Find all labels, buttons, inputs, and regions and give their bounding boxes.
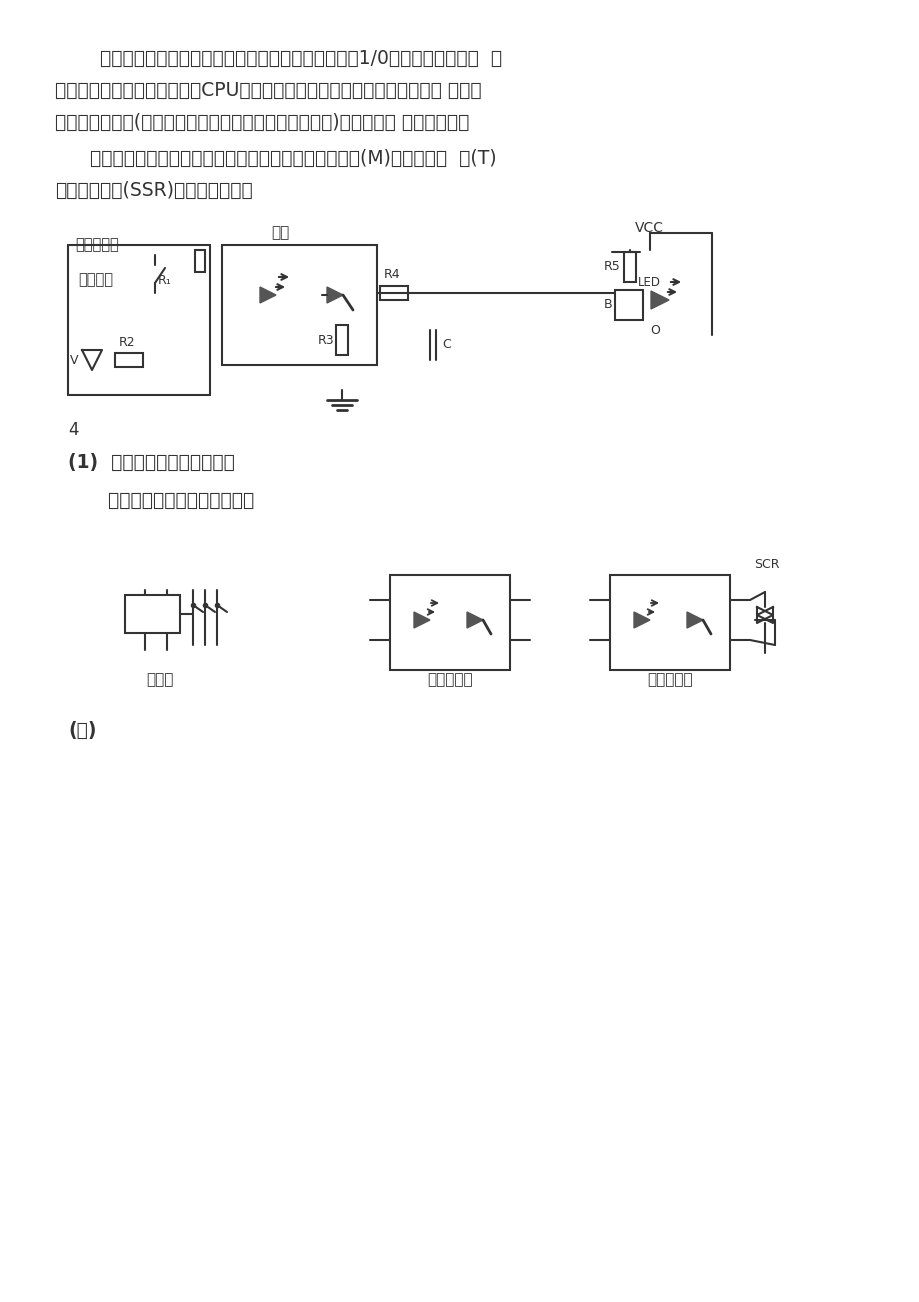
Bar <box>380 286 407 299</box>
Text: ．输出接口电路：可编程控制器的输出有：继电器输出(M)、晶体管输  出(T): ．输出接口电路：可编程控制器的输出有：继电器输出(M)、晶体管输 出(T) <box>90 148 496 168</box>
Bar <box>195 250 205 272</box>
Text: 继电器: 继电器 <box>146 673 174 687</box>
Text: R₁: R₁ <box>158 273 172 286</box>
Polygon shape <box>651 292 668 309</box>
Text: 采用光电耦合器(一般采用反光二极管和光电三极管组成)的开关量输 入接口电路：: 采用光电耦合器(一般采用反光二极管和光电三极管组成)的开关量输 入接口电路： <box>55 112 469 132</box>
Text: (２): (２) <box>68 720 96 740</box>
Text: VCC: VCC <box>634 221 664 234</box>
Text: 输出接口电路的主要技术参数: 输出接口电路的主要技术参数 <box>90 491 254 509</box>
Bar <box>221 245 377 365</box>
Text: 光耦: 光耦 <box>270 225 289 241</box>
Text: 、晶闸管输出(SSR)三种输出形式。: 、晶闸管输出(SSR)三种输出形式。 <box>55 181 253 199</box>
Bar <box>623 253 635 283</box>
Polygon shape <box>633 612 650 628</box>
Bar <box>125 595 180 633</box>
Polygon shape <box>260 286 276 303</box>
Text: R5: R5 <box>604 260 620 273</box>
Text: R4: R4 <box>383 268 400 281</box>
Text: V: V <box>70 354 78 366</box>
Text: 丁甲户电海: 丁甲户电海 <box>75 237 119 253</box>
Text: 可编程序控制器优点之一是抗干扰能力强。这也是盵1/0设计的优点之处，  经: 可编程序控制器优点之一是抗干扰能力强。这也是盵1/0设计的优点之处， 经 <box>100 48 502 68</box>
Text: (1)  输出接口电路的隔离方式: (1) 输出接口电路的隔离方式 <box>68 453 234 471</box>
Text: R3: R3 <box>318 333 335 346</box>
Polygon shape <box>326 286 343 303</box>
Text: LED: LED <box>637 276 660 289</box>
Text: SCR: SCR <box>754 559 779 572</box>
Text: 4: 4 <box>68 421 78 439</box>
Text: 光电耦合器: 光电耦合器 <box>426 673 472 687</box>
Text: C: C <box>441 339 450 352</box>
Text: 过了电气隔离后，信号才送入CPU执行的，防止现场的强电干扰进入。如下 图就是: 过了电气隔离后，信号才送入CPU执行的，防止现场的强电干扰进入。如下 图就是 <box>55 81 482 99</box>
Bar <box>390 575 509 671</box>
Polygon shape <box>467 612 482 628</box>
Text: B: B <box>604 298 612 311</box>
Text: R2: R2 <box>119 336 135 349</box>
Text: O: O <box>650 323 659 336</box>
Bar <box>614 290 642 320</box>
Text: 晶闸管输出: 晶闸管输出 <box>646 673 692 687</box>
Polygon shape <box>686 612 702 628</box>
Polygon shape <box>414 612 429 628</box>
Bar <box>609 575 729 671</box>
Bar <box>335 326 347 355</box>
Text: 现场开关: 现场开关 <box>78 272 113 288</box>
Bar <box>115 353 142 367</box>
